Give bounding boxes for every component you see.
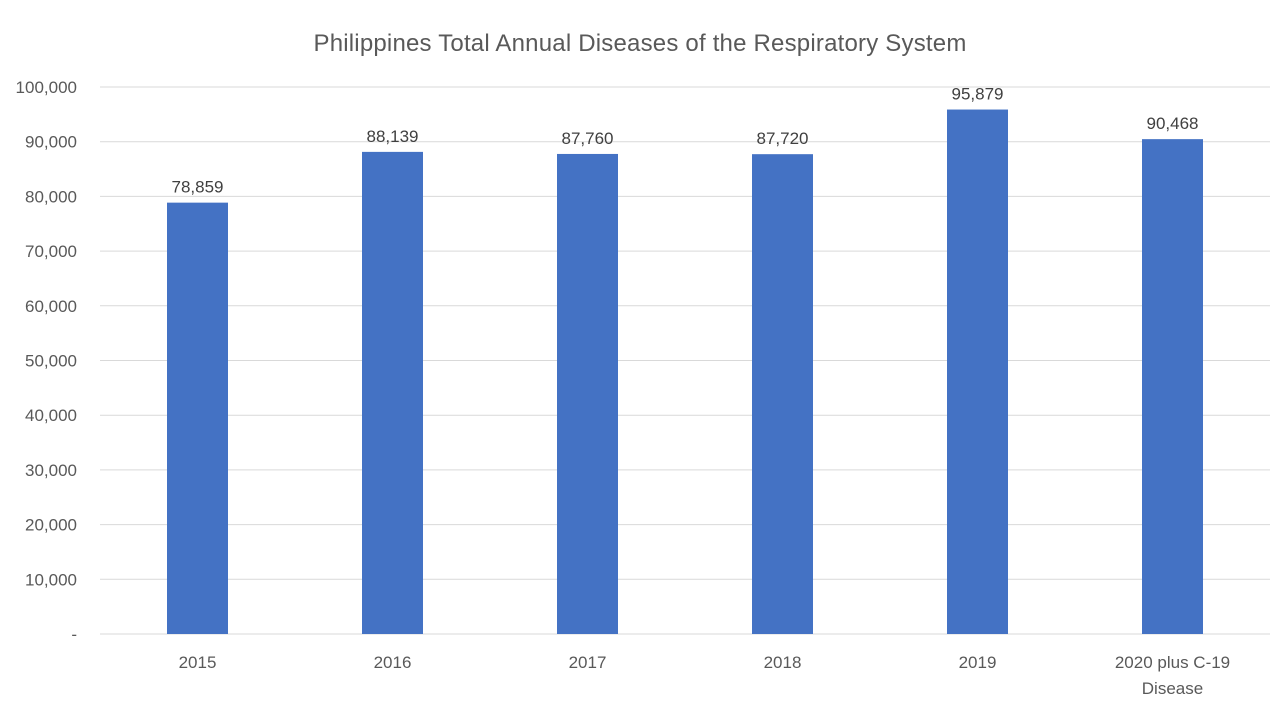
bars [167, 109, 1203, 634]
data-labels: 78,859 88,139 87,760 87,720 95,879 90,468 [172, 85, 1199, 197]
y-tick-label: 40,000 [25, 406, 77, 425]
y-tick-label: 60,000 [25, 297, 77, 316]
y-tick-label: 70,000 [25, 242, 77, 261]
data-label: 87,760 [562, 129, 614, 148]
y-tick-label: - [71, 625, 77, 644]
x-tick-label: Disease [1142, 679, 1203, 698]
x-tick-label: 2020 plus C-19 [1115, 653, 1230, 672]
y-tick-label: 30,000 [25, 461, 77, 480]
y-tick-label: 20,000 [25, 516, 77, 535]
y-tick-label: 100,000 [16, 78, 77, 97]
bar [557, 153, 618, 634]
y-tick-label: 50,000 [25, 352, 77, 371]
bar [1142, 139, 1203, 634]
chart-title: Philippines Total Annual Diseases of the… [313, 30, 967, 57]
x-tick-label: 2015 [179, 653, 217, 672]
data-label: 88,139 [367, 127, 419, 146]
x-tick-label: 2019 [959, 653, 997, 672]
data-label: 95,879 [952, 85, 1004, 104]
x-tick-label: 2016 [374, 653, 412, 672]
data-label: 87,720 [757, 129, 809, 148]
bar [362, 151, 423, 634]
x-tick-label: 2018 [764, 653, 802, 672]
data-label: 90,468 [1147, 114, 1199, 133]
x-tick-label: 2017 [569, 653, 607, 672]
axes: - 10,000 20,000 30,000 40,000 50,000 60,000 70,… [16, 78, 1270, 698]
y-tick-label: 10,000 [25, 570, 77, 589]
bar [167, 202, 228, 634]
bar [752, 154, 813, 634]
y-tick-label: 80,000 [25, 187, 77, 206]
bar [947, 109, 1008, 634]
data-label: 78,859 [172, 178, 224, 197]
gridlines [100, 86, 1270, 580]
y-tick-label: 90,000 [25, 133, 77, 152]
